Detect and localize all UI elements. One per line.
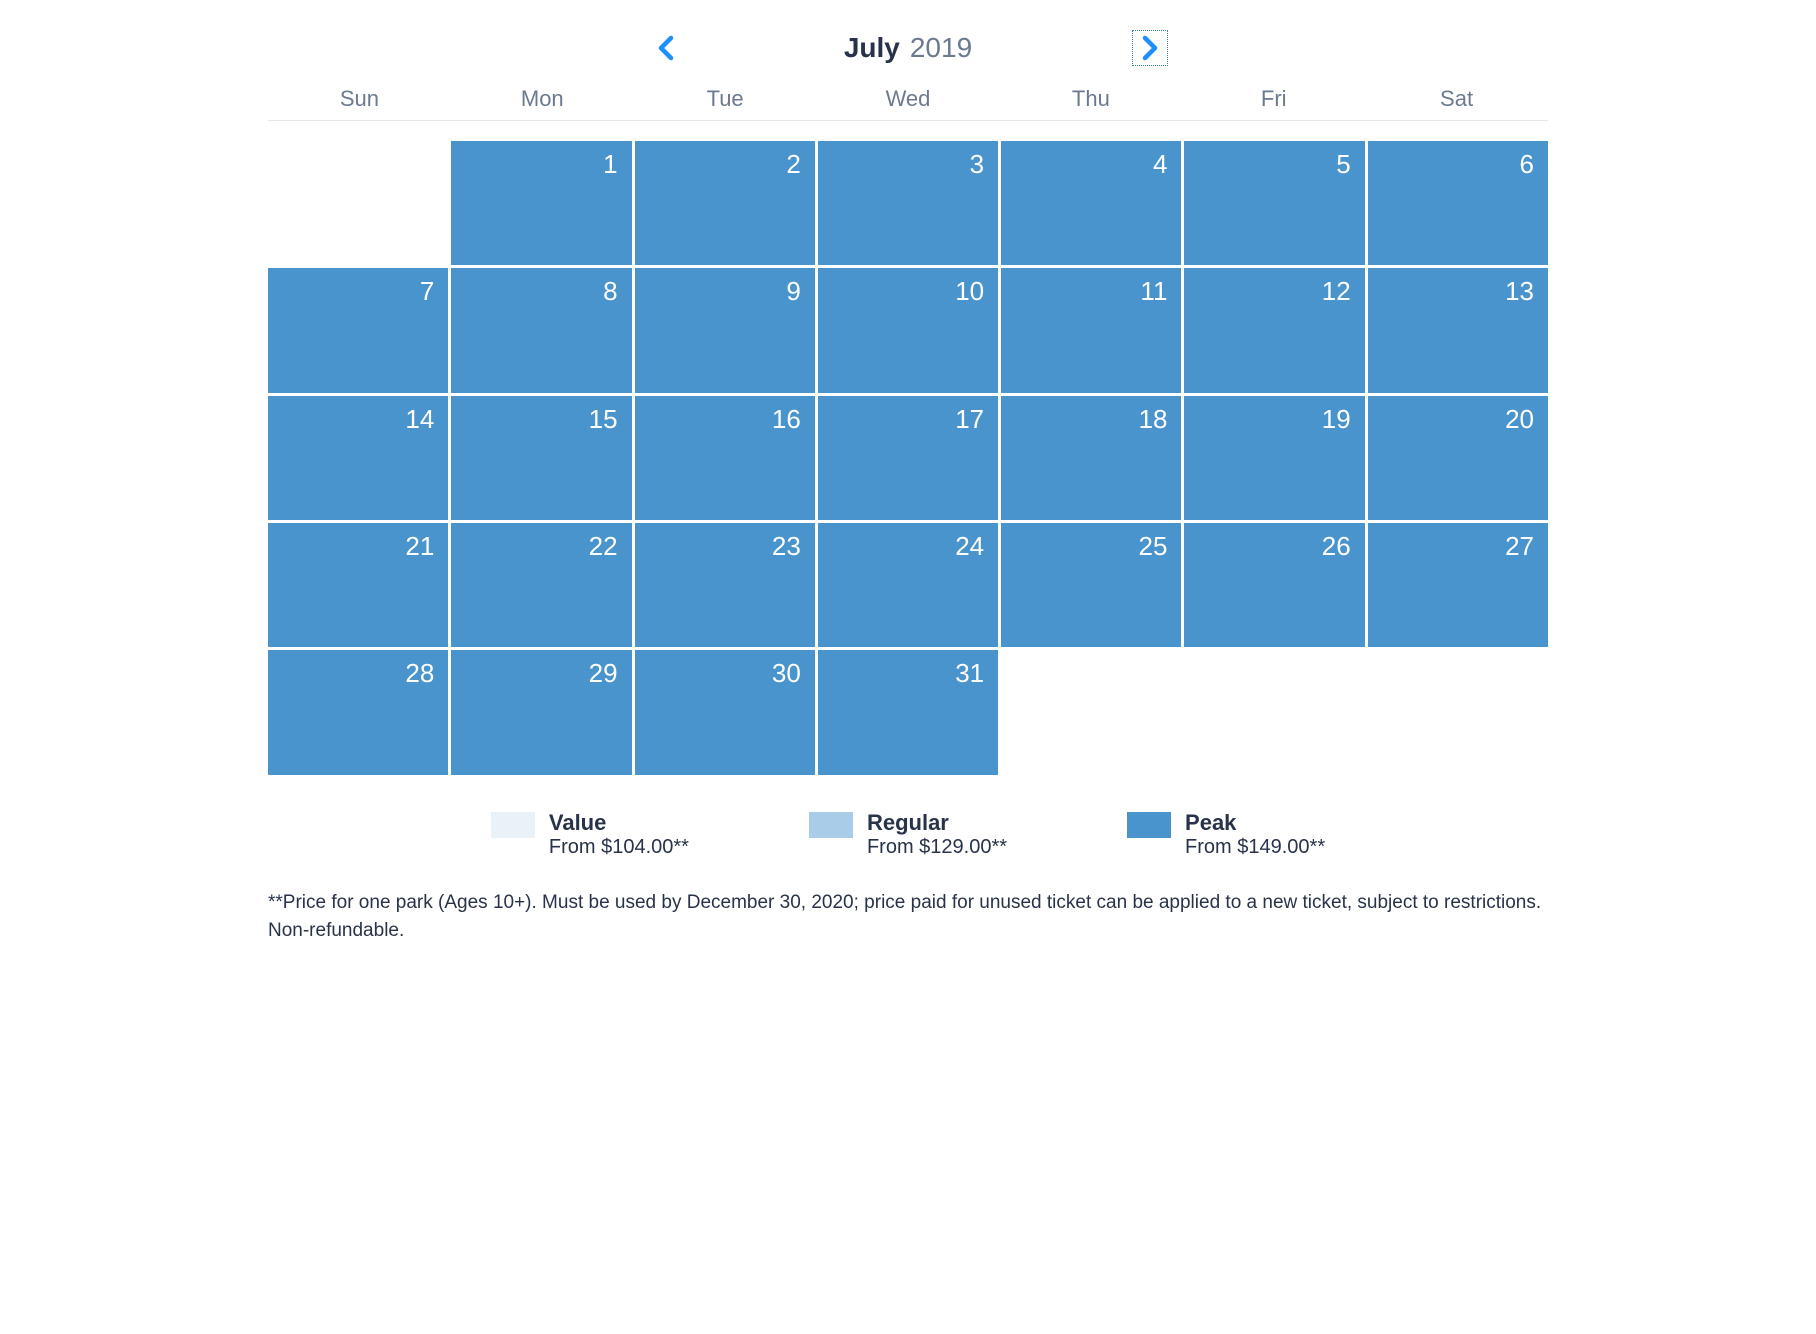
day-cell[interactable]: 21 (268, 523, 448, 647)
day-number: 17 (955, 404, 984, 435)
day-number: 1 (603, 149, 617, 180)
day-cell[interactable]: 11 (1001, 268, 1181, 392)
weekday-label: Sun (268, 86, 451, 112)
day-cell[interactable]: 14 (268, 396, 448, 520)
day-number: 28 (405, 658, 434, 689)
day-cell[interactable]: 25 (1001, 523, 1181, 647)
legend-text: Value From $104.00** (549, 810, 689, 859)
day-cell[interactable]: 16 (635, 396, 815, 520)
legend-label: Value (549, 810, 689, 836)
weekday-label: Thu (999, 86, 1182, 112)
day-cell[interactable]: 6 (1368, 141, 1548, 265)
day-cell[interactable]: 4 (1001, 141, 1181, 265)
day-cell[interactable]: 27 (1368, 523, 1548, 647)
chevron-left-icon (656, 34, 676, 62)
legend-item-value: Value From $104.00** (491, 810, 689, 859)
day-cell[interactable]: 20 (1368, 396, 1548, 520)
weekday-label: Fri (1182, 86, 1365, 112)
day-cell[interactable]: 28 (268, 650, 448, 774)
day-cell[interactable]: 31 (818, 650, 998, 774)
weekday-label: Mon (451, 86, 634, 112)
month-year-display: July 2019 (844, 32, 972, 64)
day-number: 18 (1139, 404, 1168, 435)
day-number: 10 (955, 276, 984, 307)
day-number: 19 (1322, 404, 1351, 435)
day-number: 11 (1140, 276, 1167, 307)
weekday-label: Tue (634, 86, 817, 112)
month-label: July (844, 32, 900, 64)
day-number: 29 (589, 658, 618, 689)
day-number: 12 (1322, 276, 1351, 307)
day-cell[interactable]: 12 (1184, 268, 1364, 392)
legend-item-regular: Regular From $129.00** (809, 810, 1007, 859)
day-cell[interactable]: 22 (451, 523, 631, 647)
day-cell[interactable]: 15 (451, 396, 631, 520)
disclaimer-text: **Price for one park (Ages 10+). Must be… (268, 889, 1548, 946)
weekday-header-row: Sun Mon Tue Wed Thu Fri Sat (268, 86, 1548, 121)
legend-swatch (491, 812, 535, 838)
day-cell[interactable]: 2 (635, 141, 815, 265)
day-cell[interactable]: 30 (635, 650, 815, 774)
day-number: 5 (1336, 149, 1350, 180)
next-month-button[interactable] (1132, 30, 1168, 66)
day-cell[interactable]: 7 (268, 268, 448, 392)
day-cell[interactable]: 26 (1184, 523, 1364, 647)
day-number: 2 (786, 149, 800, 180)
day-number: 20 (1505, 404, 1534, 435)
day-number: 15 (589, 404, 618, 435)
legend-swatch (809, 812, 853, 838)
day-cell[interactable]: 8 (451, 268, 631, 392)
empty-cell (268, 141, 448, 265)
day-cell[interactable]: 29 (451, 650, 631, 774)
day-cell[interactable]: 9 (635, 268, 815, 392)
day-number: 26 (1322, 531, 1351, 562)
day-cell[interactable]: 3 (818, 141, 998, 265)
day-number: 7 (420, 276, 434, 307)
legend-label: Regular (867, 810, 1007, 836)
day-number: 6 (1520, 149, 1534, 180)
legend-price: From $129.00** (867, 836, 1007, 859)
prev-month-button[interactable] (648, 30, 684, 66)
day-number: 25 (1139, 531, 1168, 562)
legend-text: Peak From $149.00** (1185, 810, 1325, 859)
day-number: 22 (589, 531, 618, 562)
day-cell[interactable]: 5 (1184, 141, 1364, 265)
calendar-container: July 2019 Sun Mon Tue Wed Thu Fri Sat 12… (268, 20, 1548, 946)
price-legend: Value From $104.00** Regular From $129.0… (268, 810, 1548, 859)
day-cell[interactable]: 17 (818, 396, 998, 520)
day-number: 16 (772, 404, 801, 435)
day-number: 30 (772, 658, 801, 689)
day-cell[interactable]: 23 (635, 523, 815, 647)
day-number: 23 (772, 531, 801, 562)
day-cell[interactable]: 19 (1184, 396, 1364, 520)
day-number: 14 (405, 404, 434, 435)
legend-price: From $104.00** (549, 836, 689, 859)
day-number: 21 (405, 531, 434, 562)
year-label: 2019 (910, 32, 972, 64)
chevron-right-icon (1140, 34, 1160, 62)
legend-text: Regular From $129.00** (867, 810, 1007, 859)
day-number: 9 (786, 276, 800, 307)
day-number: 13 (1505, 276, 1534, 307)
calendar-grid: 1234567891011121314151617181920212223242… (268, 141, 1548, 775)
day-number: 3 (970, 149, 984, 180)
day-number: 24 (955, 531, 984, 562)
day-cell[interactable]: 18 (1001, 396, 1181, 520)
day-number: 4 (1153, 149, 1167, 180)
day-number: 8 (603, 276, 617, 307)
day-cell[interactable]: 13 (1368, 268, 1548, 392)
legend-label: Peak (1185, 810, 1325, 836)
legend-price: From $149.00** (1185, 836, 1325, 859)
day-cell[interactable]: 1 (451, 141, 631, 265)
day-number: 27 (1505, 531, 1534, 562)
day-cell[interactable]: 10 (818, 268, 998, 392)
month-navigation: July 2019 (268, 20, 1548, 86)
day-cell[interactable]: 24 (818, 523, 998, 647)
day-number: 31 (955, 658, 984, 689)
weekday-label: Sat (1365, 86, 1548, 112)
legend-swatch (1127, 812, 1171, 838)
weekday-label: Wed (817, 86, 1000, 112)
legend-item-peak: Peak From $149.00** (1127, 810, 1325, 859)
